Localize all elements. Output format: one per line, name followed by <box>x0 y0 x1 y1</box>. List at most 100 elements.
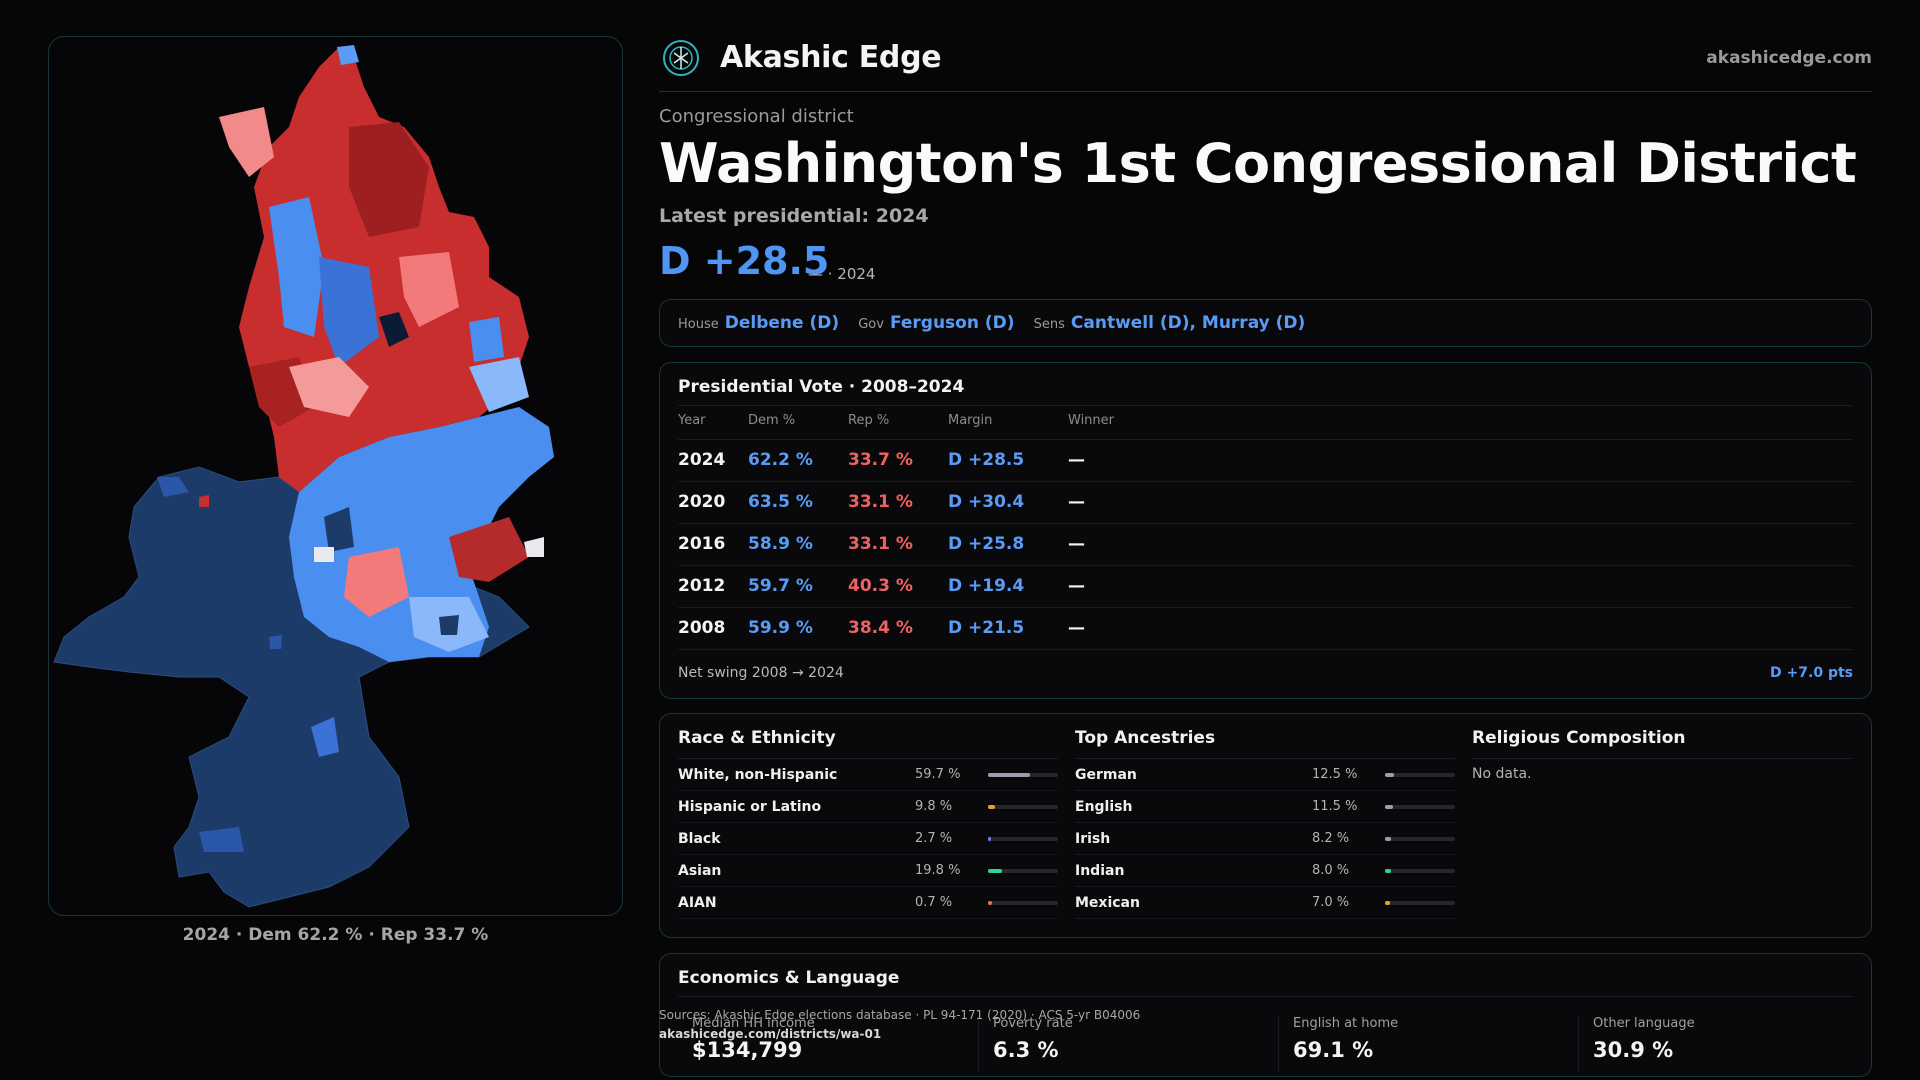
latest-margin-value: D +28.5 <box>659 239 830 283</box>
ancestry-label: German <box>1075 767 1137 783</box>
row-winner: — <box>1068 492 1085 512</box>
official-label-sens: Sens <box>1033 317 1065 332</box>
map-region-north-tip <box>337 45 359 65</box>
map-region-north-lightred2 <box>289 357 369 417</box>
economics-title-divider <box>678 996 1853 997</box>
stat-other-language: Other language 30.9 % <box>1578 1016 1828 1072</box>
race-bar-fill <box>988 805 995 809</box>
row-rep-pct: 38.4 % <box>848 618 913 638</box>
official-label-gov: Gov <box>858 317 884 332</box>
col-header-dem: Dem % <box>748 413 796 428</box>
race-pct: 9.8 % <box>915 799 953 814</box>
map-region-north-pink <box>399 252 459 327</box>
economics-card: Economics & Language Median HH income $1… <box>659 953 1872 1077</box>
map-region-mid-navy2 <box>439 615 459 635</box>
table-row[interactable]: 2012 59.7 % 40.3 % D +19.4 — <box>678 566 1853 608</box>
table-row[interactable]: 2020 63.5 % 33.1 % D +30.4 — <box>678 482 1853 524</box>
ancestry-bar-fill <box>1385 837 1391 841</box>
race-section-title: Race & Ethnicity <box>678 728 836 748</box>
map-region-south-spot2 <box>199 827 244 852</box>
ancestry-bar-track <box>1385 901 1455 905</box>
ancestry-section-title: Top Ancestries <box>1075 728 1216 748</box>
net-swing-value: D +7.0 pts <box>1770 665 1853 681</box>
stat-value: 69.1 % <box>1293 1038 1374 1062</box>
row-dem-pct: 62.2 % <box>748 450 813 470</box>
table-row[interactable]: 2016 58.9 % 33.1 % D +25.8 — <box>678 524 1853 566</box>
stat-value: 6.3 % <box>993 1038 1059 1062</box>
net-swing-label: Net swing 2008 → 2024 <box>678 665 844 681</box>
presidential-vote-card: Presidential Vote · 2008–2024 Year Dem %… <box>659 362 1872 699</box>
sources-url-link[interactable]: akashicedge.com/districts/wa-01 <box>659 1027 882 1041</box>
map-region-south-light <box>311 717 339 757</box>
col-header-year: Year <box>678 413 706 428</box>
row-winner: — <box>1068 618 1085 638</box>
stat-english-at-home: English at home 69.1 % <box>1278 1016 1528 1072</box>
ancestry-label: Irish <box>1075 831 1111 847</box>
table-row[interactable]: 2008 59.9 % 38.4 % D +21.5 — <box>678 608 1853 650</box>
col-header-rep: Rep % <box>848 413 890 428</box>
ancestry-row: Mexican 7.0 % <box>1075 887 1455 919</box>
col-header-margin: Margin <box>948 413 993 428</box>
official-sens-link[interactable]: Cantwell (D), Murray (D) <box>1070 313 1306 333</box>
race-bar-track <box>988 773 1058 777</box>
map-region-west-blue <box>157 477 189 497</box>
ancestry-bar-track <box>1385 869 1455 873</box>
map-region-north-blue3 <box>469 317 504 362</box>
race-label: Black <box>678 831 721 847</box>
ancestry-pct: 11.5 % <box>1312 799 1358 814</box>
brand-name[interactable]: Akashic Edge <box>720 40 942 75</box>
ancestry-row: Indian 8.0 % <box>1075 855 1455 887</box>
map-region-north-blue2 <box>319 257 379 367</box>
race-row: White, non-Hispanic 59.7 % <box>678 759 1058 791</box>
row-winner: — <box>1068 576 1085 596</box>
stat-label: Poverty rate <box>993 1016 1073 1031</box>
map-region-mid-red <box>344 547 409 617</box>
race-label: AIAN <box>678 895 717 911</box>
religion-section-title: Religious Composition <box>1472 728 1686 748</box>
demographics-card: Race & Ethnicity White, non-Hispanic 59.… <box>659 713 1872 938</box>
ancestry-bar-fill <box>1385 901 1390 905</box>
table-row[interactable]: 2024 62.2 % 33.7 % D +28.5 — <box>678 440 1853 482</box>
stat-label: Other language <box>1593 1016 1695 1031</box>
ancestry-bar-track <box>1385 805 1455 809</box>
stat-label: Median HH income <box>692 1016 815 1031</box>
race-label: Hispanic or Latino <box>678 799 822 815</box>
religion-no-data: No data. <box>1472 766 1532 782</box>
row-rep-pct: 33.1 % <box>848 492 913 512</box>
religion-section: Religious Composition No data. <box>1454 714 1852 937</box>
race-row: Asian 19.8 % <box>678 855 1058 887</box>
ancestry-row: Irish 8.2 % <box>1075 823 1455 855</box>
akashic-logo-icon[interactable] <box>662 39 700 77</box>
race-bar-fill <box>988 773 1030 777</box>
row-rep-pct: 40.3 % <box>848 576 913 596</box>
stat-median-income: Median HH income $134,799 <box>678 1016 928 1072</box>
stat-value: 30.9 % <box>1593 1038 1674 1062</box>
ancestry-pct: 7.0 % <box>1312 895 1350 910</box>
religion-title-divider <box>1472 758 1852 759</box>
row-rep-pct: 33.7 % <box>848 450 913 470</box>
race-label: Asian <box>678 863 722 879</box>
race-title-divider <box>678 758 1058 759</box>
col-header-winner: Winner <box>1068 413 1115 428</box>
ancestry-section: Top Ancestries German 12.5 % English 11.… <box>1057 714 1455 937</box>
race-label: White, non-Hispanic <box>678 767 838 783</box>
district-map[interactable] <box>48 36 623 916</box>
district-map-svg <box>53 45 554 908</box>
site-url-link[interactable]: akashicedge.com <box>1706 48 1872 68</box>
map-region-mid-white <box>314 547 334 562</box>
map-region-north-darkred <box>349 122 429 237</box>
race-pct: 2.7 % <box>915 831 953 846</box>
map-region-south-spot <box>269 635 282 649</box>
official-gov-link[interactable]: Ferguson (D) <box>889 313 1015 333</box>
sources-footnote: Sources: Akashic Edge elections database… <box>659 1006 1140 1044</box>
ancestry-bar-fill <box>1385 805 1394 809</box>
race-pct: 59.7 % <box>915 767 961 782</box>
official-house-link[interactable]: Delbene (D) <box>724 313 840 333</box>
race-bar-track <box>988 837 1058 841</box>
race-bar-fill <box>988 901 992 905</box>
ancestry-label: Mexican <box>1075 895 1140 911</box>
race-row: Black 2.7 % <box>678 823 1058 855</box>
presidential-title-divider <box>678 405 1853 406</box>
presidential-card-title: Presidential Vote · 2008–2024 <box>678 377 965 397</box>
row-dem-pct: 58.9 % <box>748 534 813 554</box>
